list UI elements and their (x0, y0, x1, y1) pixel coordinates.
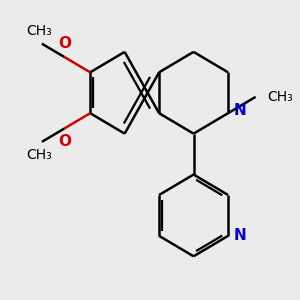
Text: O: O (58, 134, 71, 149)
Text: CH₃: CH₃ (26, 148, 52, 162)
Text: N: N (233, 103, 246, 118)
Text: N: N (233, 228, 246, 243)
Text: O: O (58, 36, 71, 51)
Text: CH₃: CH₃ (267, 90, 293, 104)
Text: CH₃: CH₃ (26, 24, 52, 38)
